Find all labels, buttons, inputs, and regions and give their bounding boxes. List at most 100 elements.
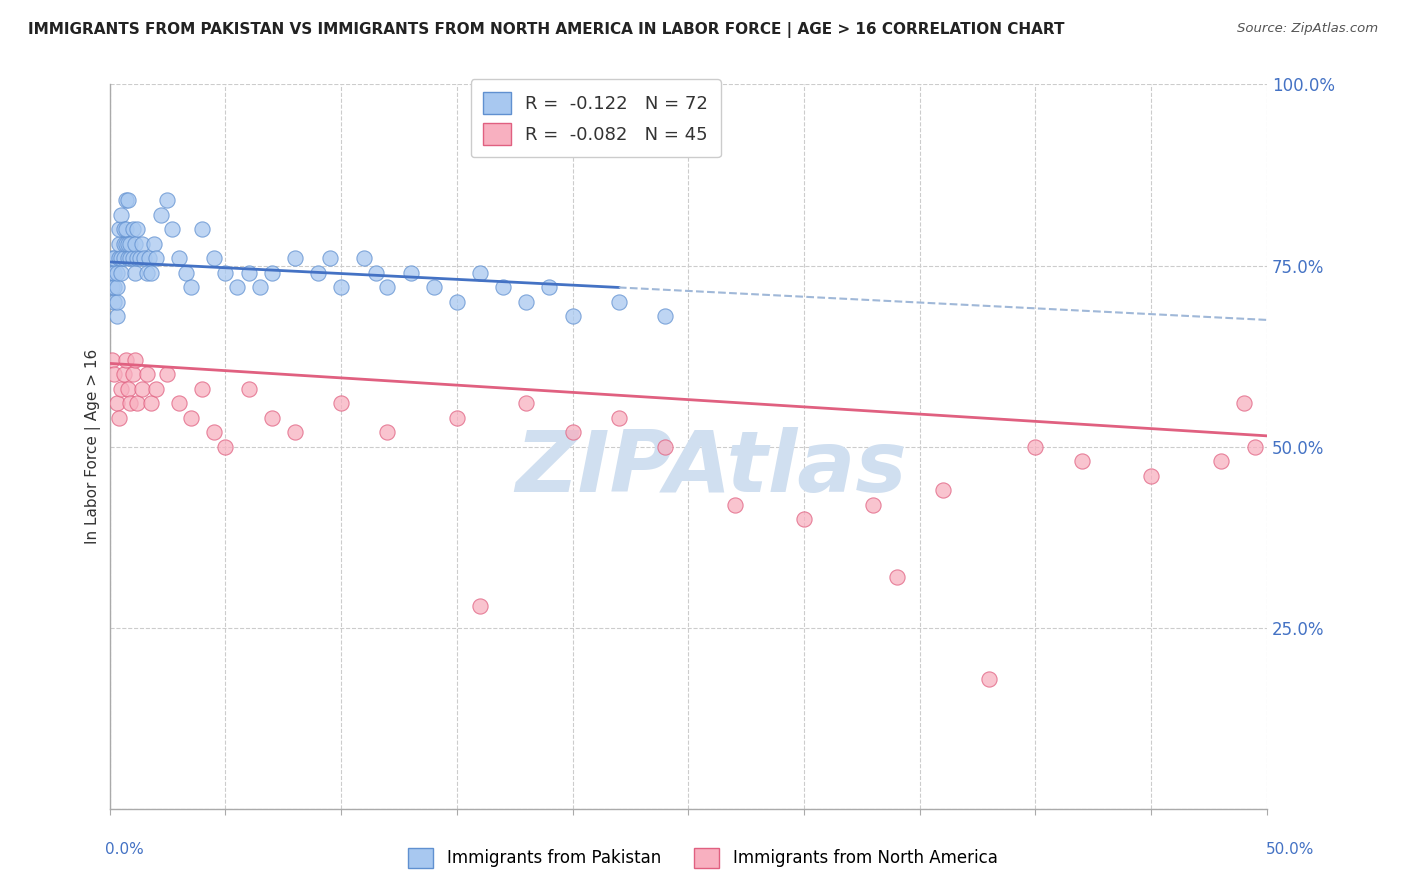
Legend: R =  -0.122   N = 72, R =  -0.082   N = 45: R = -0.122 N = 72, R = -0.082 N = 45 xyxy=(471,79,720,157)
Point xyxy=(174,266,197,280)
Point xyxy=(101,352,124,367)
Point xyxy=(101,252,124,266)
Point xyxy=(654,440,676,454)
Point xyxy=(112,222,135,236)
Point xyxy=(1140,468,1163,483)
Point xyxy=(377,280,399,294)
Point xyxy=(114,194,136,208)
Point xyxy=(422,280,444,294)
Text: IMMIGRANTS FROM PAKISTAN VS IMMIGRANTS FROM NORTH AMERICA IN LABOR FORCE | AGE >: IMMIGRANTS FROM PAKISTAN VS IMMIGRANTS F… xyxy=(28,22,1064,38)
Point xyxy=(105,396,128,410)
Point xyxy=(141,266,163,280)
Point xyxy=(117,252,139,266)
Point xyxy=(180,410,202,425)
Text: 0.0%: 0.0% xyxy=(105,842,145,856)
Point xyxy=(793,512,815,526)
Point xyxy=(110,252,132,266)
Point xyxy=(156,368,179,382)
Point xyxy=(1209,454,1232,468)
Point xyxy=(121,368,143,382)
Point xyxy=(121,252,143,266)
Point xyxy=(330,396,353,410)
Point xyxy=(145,252,167,266)
Point xyxy=(607,294,630,309)
Point xyxy=(135,368,157,382)
Point xyxy=(607,410,630,425)
Point xyxy=(105,310,128,324)
Point xyxy=(134,252,156,266)
Point xyxy=(103,252,125,266)
Point xyxy=(105,266,128,280)
Text: Source: ZipAtlas.com: Source: ZipAtlas.com xyxy=(1237,22,1378,36)
Point xyxy=(131,236,153,251)
Point xyxy=(862,498,884,512)
Point xyxy=(142,236,165,251)
Point xyxy=(468,266,491,280)
Point xyxy=(538,280,561,294)
Point xyxy=(110,382,132,396)
Point xyxy=(167,396,190,410)
Point xyxy=(260,266,283,280)
Point xyxy=(117,382,139,396)
Point xyxy=(101,280,124,294)
Point xyxy=(114,222,136,236)
Point xyxy=(127,396,149,410)
Point xyxy=(117,236,139,251)
Point xyxy=(886,570,908,584)
Point xyxy=(114,352,136,367)
Point xyxy=(654,310,676,324)
Point xyxy=(202,425,225,440)
Point xyxy=(135,266,157,280)
Y-axis label: In Labor Force | Age > 16: In Labor Force | Age > 16 xyxy=(86,349,101,544)
Point xyxy=(103,294,125,309)
Point xyxy=(191,382,214,396)
Point xyxy=(112,368,135,382)
Point xyxy=(124,236,146,251)
Point xyxy=(124,266,146,280)
Point xyxy=(399,266,422,280)
Point xyxy=(101,266,124,280)
Point xyxy=(260,410,283,425)
Point xyxy=(364,266,387,280)
Point xyxy=(156,194,179,208)
Point xyxy=(1233,396,1256,410)
Point xyxy=(377,425,399,440)
Point xyxy=(124,352,146,367)
Point xyxy=(1244,440,1267,454)
Point xyxy=(141,396,163,410)
Point xyxy=(353,252,375,266)
Point xyxy=(515,294,537,309)
Point xyxy=(131,382,153,396)
Point xyxy=(180,280,202,294)
Point xyxy=(110,266,132,280)
Point xyxy=(108,410,131,425)
Point xyxy=(138,252,160,266)
Point xyxy=(127,252,149,266)
Point xyxy=(145,382,167,396)
Point xyxy=(214,266,236,280)
Point xyxy=(112,236,135,251)
Point xyxy=(120,236,142,251)
Point xyxy=(979,672,1001,686)
Point xyxy=(238,266,260,280)
Point xyxy=(120,252,142,266)
Point xyxy=(128,252,150,266)
Point xyxy=(284,252,307,266)
Point xyxy=(446,294,468,309)
Point xyxy=(112,252,135,266)
Point xyxy=(105,280,128,294)
Point xyxy=(561,425,583,440)
Point xyxy=(149,208,172,222)
Point xyxy=(114,236,136,251)
Point xyxy=(110,208,132,222)
Point xyxy=(120,396,142,410)
Point xyxy=(284,425,307,440)
Point xyxy=(468,599,491,614)
Point xyxy=(561,310,583,324)
Point xyxy=(226,280,249,294)
Point xyxy=(103,368,125,382)
Point xyxy=(105,294,128,309)
Point xyxy=(108,252,131,266)
Point xyxy=(160,222,183,236)
Point xyxy=(723,498,745,512)
